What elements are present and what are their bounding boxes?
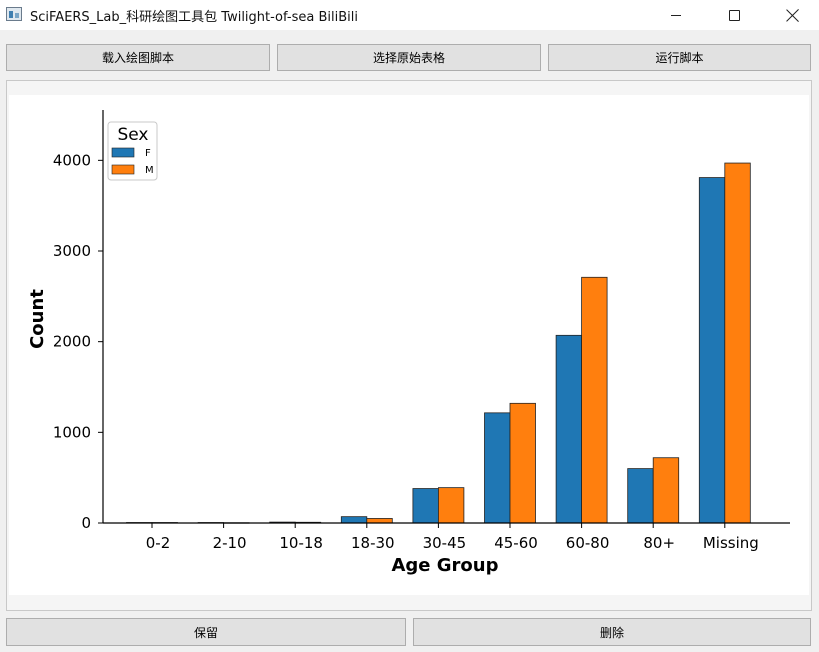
y-tick-label-3000: 3000 xyxy=(53,242,91,260)
y-axis-label: Count xyxy=(27,289,48,349)
x-tick-label-Missing: Missing xyxy=(703,534,759,552)
y-tick-label-1000: 1000 xyxy=(53,423,91,441)
x-tick-label-45-60: 45-60 xyxy=(494,534,538,552)
legend-label-F: F xyxy=(145,148,151,159)
legend-title: Sex xyxy=(117,125,148,145)
bars-group xyxy=(126,162,751,524)
close-button[interactable] xyxy=(769,0,815,30)
window-title: SciFAERS_Lab_科研绘图工具包 Twilight-of-sea Bil… xyxy=(30,10,358,25)
close-icon xyxy=(786,9,799,22)
y-tick-label-2000: 2000 xyxy=(53,333,91,351)
bar-F-80+ xyxy=(627,468,654,524)
legend-swatch-F xyxy=(111,147,135,158)
bar-M-Missing xyxy=(724,162,751,524)
y-tick-label-4000: 4000 xyxy=(53,151,91,169)
select-table-button[interactable]: 选择原始表格 xyxy=(277,44,541,71)
bar-M-60-80 xyxy=(581,276,608,524)
bar-F-Missing xyxy=(698,177,726,524)
x-tick-label-80+: 80+ xyxy=(643,534,675,552)
x-tick-label-2-10: 2-10 xyxy=(213,534,247,552)
bar-M-80+ xyxy=(652,457,680,524)
x-tick-label-10-18: 10-18 xyxy=(279,534,323,552)
x-tick-label-60-80: 60-80 xyxy=(566,534,610,552)
bar-M-45-60 xyxy=(509,402,536,524)
legend-group: Sex FM xyxy=(107,121,158,181)
plot-canvas: 0 1000 2000 3000 4000 0-2 2-10 10-18 18-30 30-45 4… xyxy=(9,95,809,595)
save-button[interactable]: 保留 xyxy=(6,618,406,646)
bar-F-30-45 xyxy=(412,488,439,524)
x-tick-label-0-2: 0-2 xyxy=(146,534,171,552)
app-icon xyxy=(6,7,22,21)
title-bar: SciFAERS_Lab_科研绘图工具包 Twilight-of-sea Bil… xyxy=(0,0,819,30)
axes-group: 0 1000 2000 3000 4000 0-2 2-10 10-18 18-30 30-45 4… xyxy=(27,110,790,576)
bar-F-18-30 xyxy=(340,516,368,524)
bar-F-60-80 xyxy=(555,334,582,524)
legend-label-M: M xyxy=(145,165,154,176)
bar-chart: 0 1000 2000 3000 4000 0-2 2-10 10-18 18-30 30-45 4… xyxy=(27,110,790,576)
minimize-icon xyxy=(671,14,681,16)
run-script-button[interactable]: 运行脚本 xyxy=(548,44,811,71)
bar-M-18-30 xyxy=(366,518,393,524)
maximize-button[interactable] xyxy=(711,0,757,30)
legend-swatch-M xyxy=(111,164,135,175)
y-tick-label-0: 0 xyxy=(81,514,91,532)
maximize-icon xyxy=(728,9,740,21)
load-script-button[interactable]: 载入绘图脚本 xyxy=(6,44,270,71)
bar-M-30-45 xyxy=(437,487,465,524)
delete-button[interactable]: 删除 xyxy=(413,618,811,646)
bar-F-45-60 xyxy=(484,412,511,524)
x-axis-label: Age Group xyxy=(391,555,498,576)
x-tick-label-18-30: 18-30 xyxy=(351,534,395,552)
x-tick-label-30-45: 30-45 xyxy=(423,534,467,552)
minimize-button[interactable] xyxy=(653,0,699,30)
